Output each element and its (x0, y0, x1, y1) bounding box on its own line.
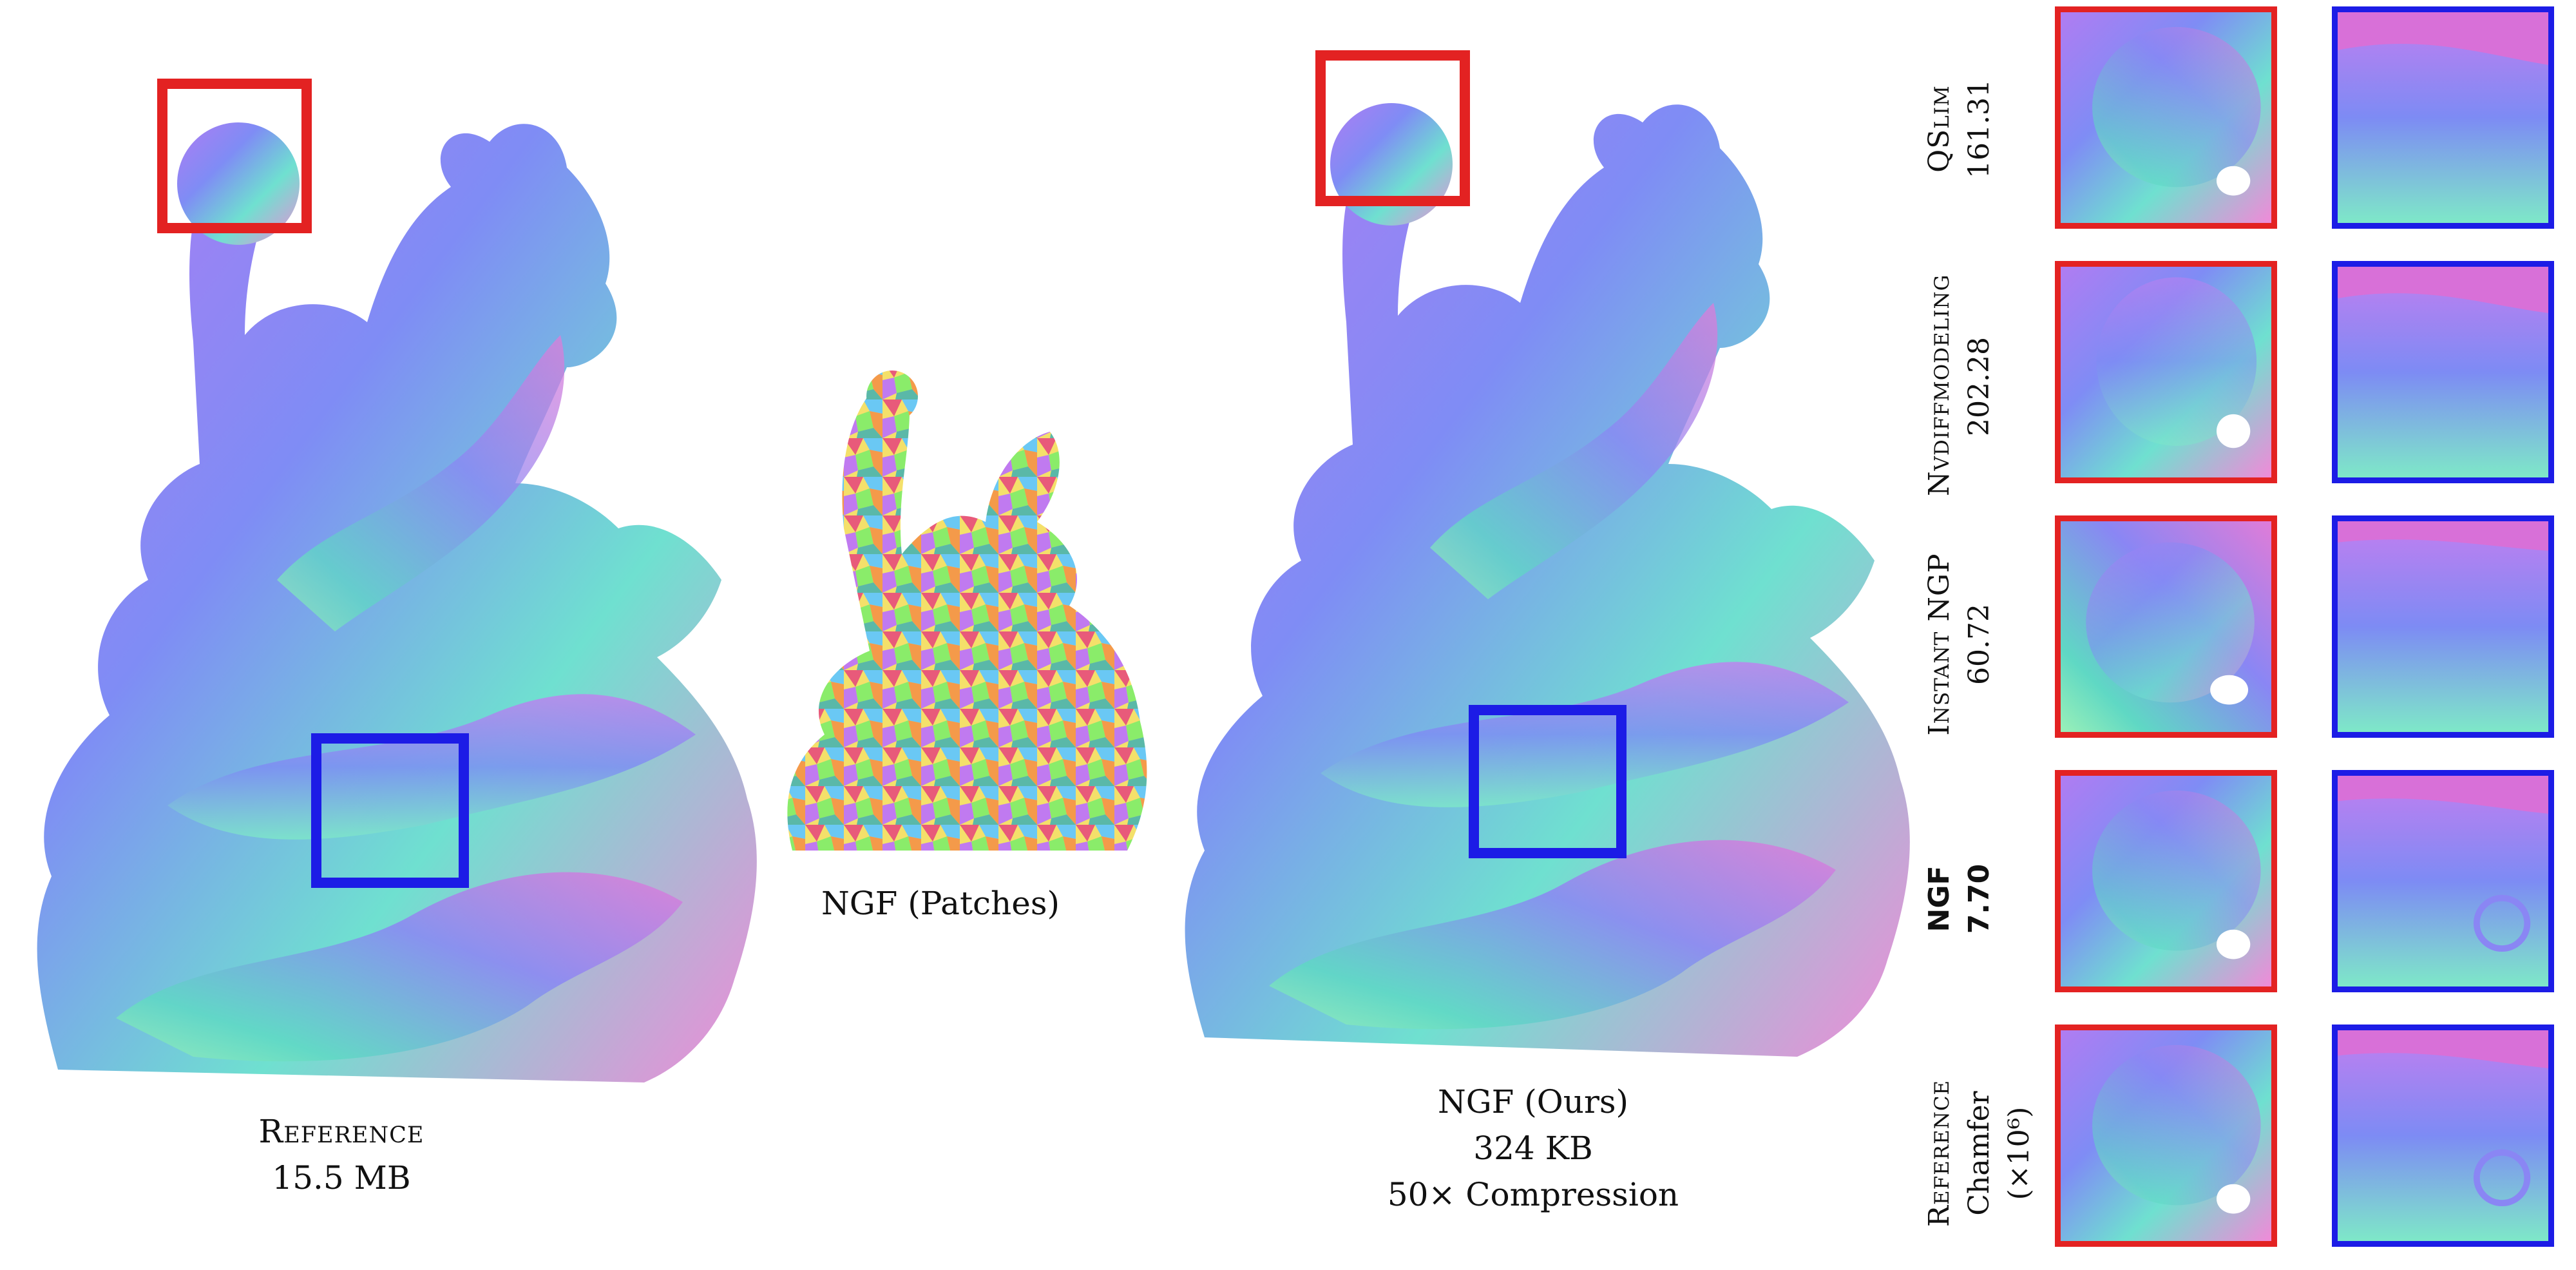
method-label-ngf: NGF 7.70 (1920, 789, 2010, 1008)
patches-dragon-render (767, 361, 1153, 876)
inset-nvdiffmodeling-blue (2332, 261, 2554, 483)
ours-red-zoom-box (1315, 50, 1470, 206)
method-name: Reference (1923, 1079, 1956, 1227)
inset-ngf-blue (2332, 770, 2554, 992)
ours-size: 324 KB (1473, 1130, 1593, 1167)
inset-qslim-blue (2332, 6, 2554, 229)
method-name: Nvdiffmodeling (1923, 274, 1956, 496)
method-label-qslim: QSlim 161.31 (1920, 19, 2010, 238)
method-name: Instant NGP (1923, 553, 1956, 736)
ours-caption: NGF (Ours) 324 KB 50× Compression (1353, 1079, 1713, 1218)
inset-nvdiffmodeling-red (2055, 261, 2277, 483)
method-value: 161.31 (1963, 79, 1996, 178)
inset-qslim-red (2055, 6, 2277, 229)
method-label-nvdiffmodeling: Nvdiffmodeling 202.28 (1920, 274, 2010, 496)
method-value: 60.72 (1963, 604, 1996, 685)
ours-title: NGF (Ours) (1437, 1083, 1629, 1121)
method-value: Chamfer (×10⁶) (1963, 1091, 2036, 1216)
inset-ngf-red (2055, 770, 2277, 992)
inset-reference-red (2055, 1025, 2277, 1247)
inset-reference-blue (2332, 1025, 2554, 1247)
reference-blue-zoom-box (311, 733, 469, 888)
inset-instant-ngp-red (2055, 515, 2277, 738)
inset-instant-ngp-blue (2332, 515, 2554, 738)
ours-compression: 50× Compression (1387, 1176, 1679, 1213)
method-label-reference: Reference Chamfer (×10⁶) (1920, 1044, 2036, 1263)
method-value: 202.28 (1963, 337, 1996, 436)
reference-size: 15.5 MB (272, 1159, 411, 1197)
method-label-instant-ngp: Instant NGP 60.72 (1920, 535, 2010, 754)
reference-red-zoom-box (157, 79, 312, 233)
method-value: 7.70 (1963, 863, 1996, 934)
ours-dragon-render (1159, 58, 1932, 1070)
reference-caption: Reference 15.5 MB (174, 1108, 509, 1201)
ours-blue-zoom-box (1469, 705, 1627, 858)
method-name: QSlim (1923, 85, 1956, 173)
reference-title: Reference (258, 1113, 425, 1150)
method-name: NGF (1923, 865, 1956, 932)
patches-caption: NGF (Patches) (821, 885, 1060, 922)
reference-dragon-render (0, 64, 773, 1108)
